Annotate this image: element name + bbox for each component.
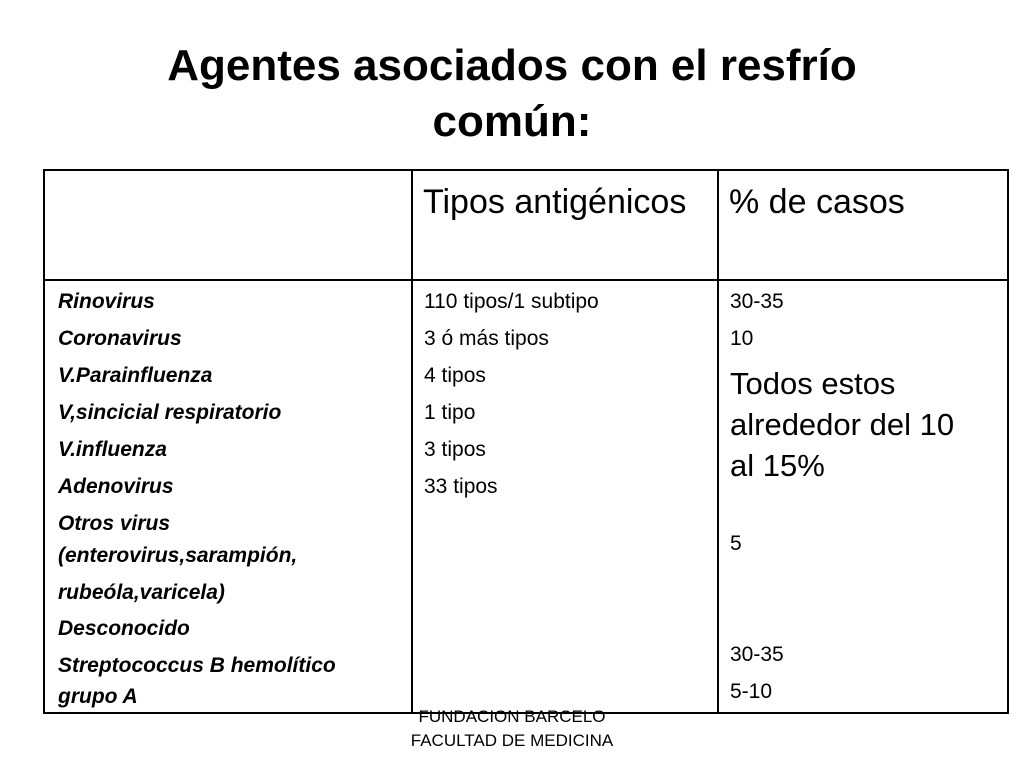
types-adenovirus: 33 tipos xyxy=(424,475,498,498)
pct-desconocido: 30-35 xyxy=(730,643,784,666)
types-coronavirus: 3 ó más tipos xyxy=(424,327,549,350)
footer-faculty: FACULTAD DE MEDICINA xyxy=(410,731,614,750)
pct-coronavirus: 10 xyxy=(730,327,754,350)
pct-note-line-2: alrededor del 10 xyxy=(730,407,955,442)
agents-table: Tipos antigénicos % de casos Rinovirus C… xyxy=(43,169,1009,714)
pct-streptococcus: 5-10 xyxy=(730,680,773,703)
pct-note-line-3: al 15% xyxy=(730,448,825,483)
agent-sincicial: V,sincicial respiratorio xyxy=(58,401,282,424)
pct-rinovirus: 30-35 xyxy=(730,290,784,313)
header-percent-cases: % de casos xyxy=(717,169,1009,281)
types-parainfluenza: 4 tipos xyxy=(424,364,486,387)
pct-otros-virus: 5 xyxy=(730,532,742,555)
page-title: Agentes asociados con el resfrío común: xyxy=(0,38,1024,150)
types-influenza: 3 tipos xyxy=(424,438,486,461)
antigenic-types-cell: 110 tipos/1 subtipo 3 ó más tipos 4 tipo… xyxy=(411,279,719,714)
pct-note-line-1: Todos estos xyxy=(730,366,896,401)
footer-institution: FUNDACION BARCELO xyxy=(418,707,606,726)
table-row: Rinovirus Coronavirus V.Parainfluenza V,… xyxy=(43,279,1009,714)
agent-parainfluenza: V.Parainfluenza xyxy=(58,364,213,387)
header-antigenic-types: Tipos antigénicos xyxy=(411,169,719,281)
agent-otros-virus-detail-2: rubeóla,varicela) xyxy=(58,581,225,604)
agent-coronavirus: Coronavirus xyxy=(58,327,182,350)
types-rinovirus: 110 tipos/1 subtipo xyxy=(424,290,599,313)
agent-otros-virus: Otros virus xyxy=(58,512,171,535)
header-agent xyxy=(43,169,413,281)
agent-streptococcus: Streptococcus B hemolítico xyxy=(58,654,336,677)
title-line-1: Agentes asociados con el resfrío xyxy=(167,41,857,90)
agent-desconocido: Desconocido xyxy=(58,617,190,640)
agents-cell: Rinovirus Coronavirus V.Parainfluenza V,… xyxy=(43,279,413,714)
title-line-2: común: xyxy=(432,97,592,146)
percent-cases-cell: 30-35 10 Todos estos alrededor del 10 al… xyxy=(717,279,1009,714)
agent-streptococcus-group: grupo A xyxy=(58,685,138,708)
agent-influenza: V.influenza xyxy=(58,438,167,461)
agent-adenovirus: Adenovirus xyxy=(58,475,174,498)
agent-otros-virus-detail-1: (enterovirus,sarampión, xyxy=(58,544,298,567)
agent-rinovirus: Rinovirus xyxy=(58,290,155,313)
types-sincicial: 1 tipo xyxy=(424,401,476,424)
table-header-row: Tipos antigénicos % de casos xyxy=(43,169,1009,281)
